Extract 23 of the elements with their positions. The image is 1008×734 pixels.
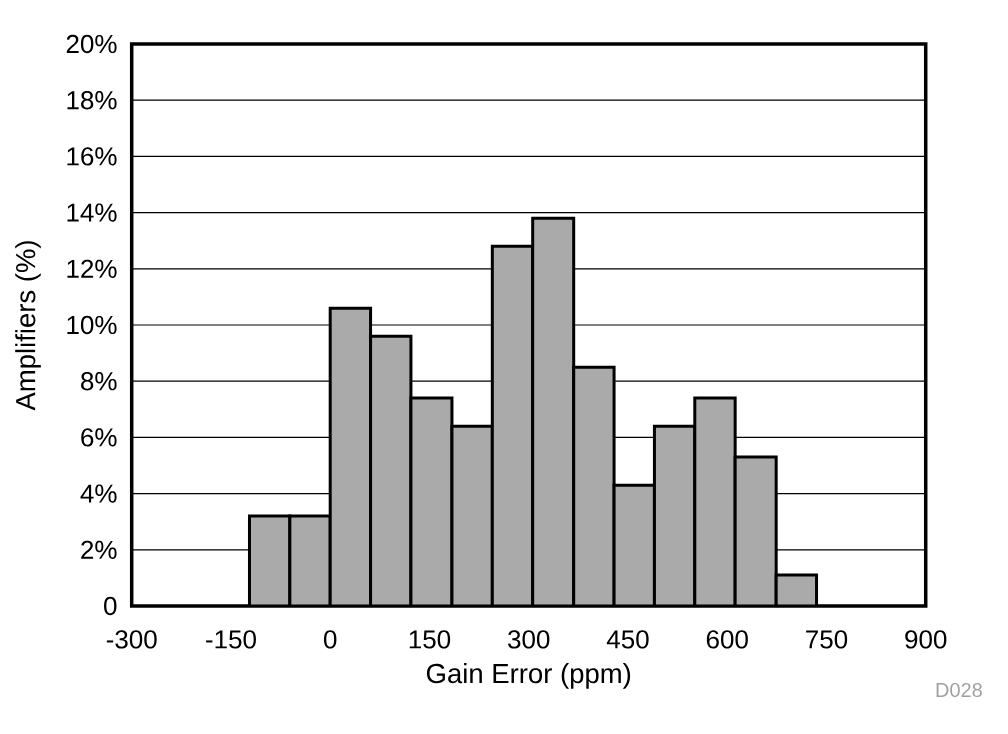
y-tick-label: 16% bbox=[67, 147, 117, 166]
y-tick-label: 8% bbox=[81, 371, 117, 391]
y-tick-label: 18% bbox=[67, 90, 117, 110]
x-axis-title: Gain Error (ppm) bbox=[426, 663, 631, 689]
y-tick-label: 4% bbox=[80, 484, 117, 503]
x-tick-label: -300 bbox=[106, 630, 157, 649]
y-tick-label: 20% bbox=[66, 34, 117, 54]
x-tick-label: 600 bbox=[706, 630, 748, 649]
x-tick-label: 300 bbox=[508, 630, 550, 649]
y-tick-label: 6% bbox=[81, 428, 117, 447]
y-tick-label: 0 bbox=[104, 596, 117, 616]
y-axis-title: Amplifiers (%) bbox=[15, 241, 41, 411]
x-tick-label: 750 bbox=[806, 630, 848, 649]
text: D028 bbox=[936, 682, 982, 698]
x-tick-label: 150 bbox=[409, 630, 451, 649]
y-tick-label: 12% bbox=[67, 259, 117, 278]
y-tick-label: 2% bbox=[81, 540, 117, 559]
y-tick-label: 14% bbox=[67, 203, 117, 222]
x-tick-label: 0 bbox=[323, 630, 337, 649]
y-tick-label: 10% bbox=[67, 315, 117, 335]
x-tick-label: 450 bbox=[606, 630, 649, 649]
x-tick-label: 900 bbox=[905, 630, 947, 649]
x-tick-label: -150 bbox=[206, 630, 256, 649]
